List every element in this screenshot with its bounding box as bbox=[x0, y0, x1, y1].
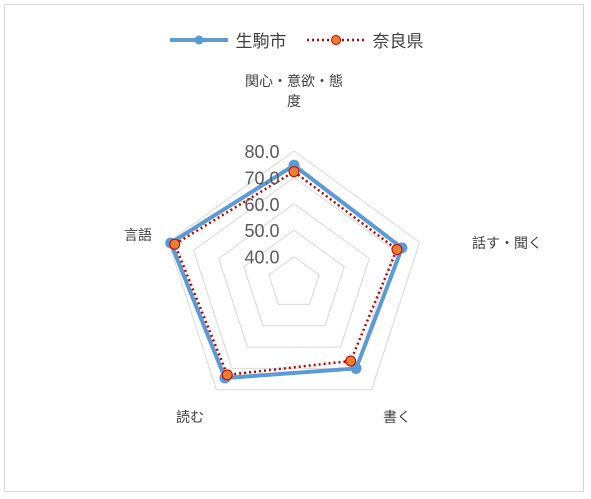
series-1-point-1 bbox=[391, 244, 403, 256]
axis-label-3: 読む bbox=[176, 409, 204, 426]
axis-label-1: 話す・聞く bbox=[472, 235, 542, 252]
series-line-1 bbox=[173, 170, 399, 377]
series-1-point-2 bbox=[345, 355, 357, 367]
legend-label-ikoma: 生駒市 bbox=[235, 32, 287, 52]
series-1-point-4 bbox=[169, 238, 181, 250]
tick-label-3: 70.0 bbox=[244, 168, 279, 188]
radar-tick-labels: 40.0 50.0 60.0 70.0 80.0 bbox=[244, 142, 279, 268]
series-line-0 bbox=[168, 163, 404, 381]
chart-frame bbox=[4, 4, 584, 492]
series-0-point-2 bbox=[350, 362, 362, 374]
tick-label-1: 50.0 bbox=[244, 221, 279, 241]
legend-marker-nara bbox=[306, 34, 365, 45]
axis-label-0: 関心・意欲・態度 bbox=[245, 73, 343, 110]
grid-ring-4 bbox=[167, 150, 421, 391]
axis-label-4: 言語 bbox=[124, 228, 152, 244]
legend-item-ikoma: 生駒市 bbox=[168, 27, 287, 52]
tick-label-2: 60.0 bbox=[244, 195, 279, 215]
legend-marker-ikoma bbox=[169, 35, 228, 44]
grid-ring-0 bbox=[268, 255, 320, 305]
axis-label-2: 書く bbox=[383, 410, 411, 426]
series-1-point-3 bbox=[221, 369, 233, 381]
legend: 生駒市 奈良県 bbox=[0, 27, 591, 52]
tick-label-0: 40.0 bbox=[244, 248, 279, 268]
grid-ring-1 bbox=[243, 229, 345, 327]
series-1-point-0 bbox=[288, 166, 300, 178]
tick-label-4: 80.0 bbox=[244, 142, 279, 162]
radar-grid bbox=[167, 150, 421, 391]
grid-ring-2 bbox=[218, 203, 370, 348]
legend-item-nara: 奈良県 bbox=[305, 27, 424, 52]
legend-label-nara: 奈良県 bbox=[372, 32, 424, 52]
radar-series bbox=[165, 159, 408, 384]
